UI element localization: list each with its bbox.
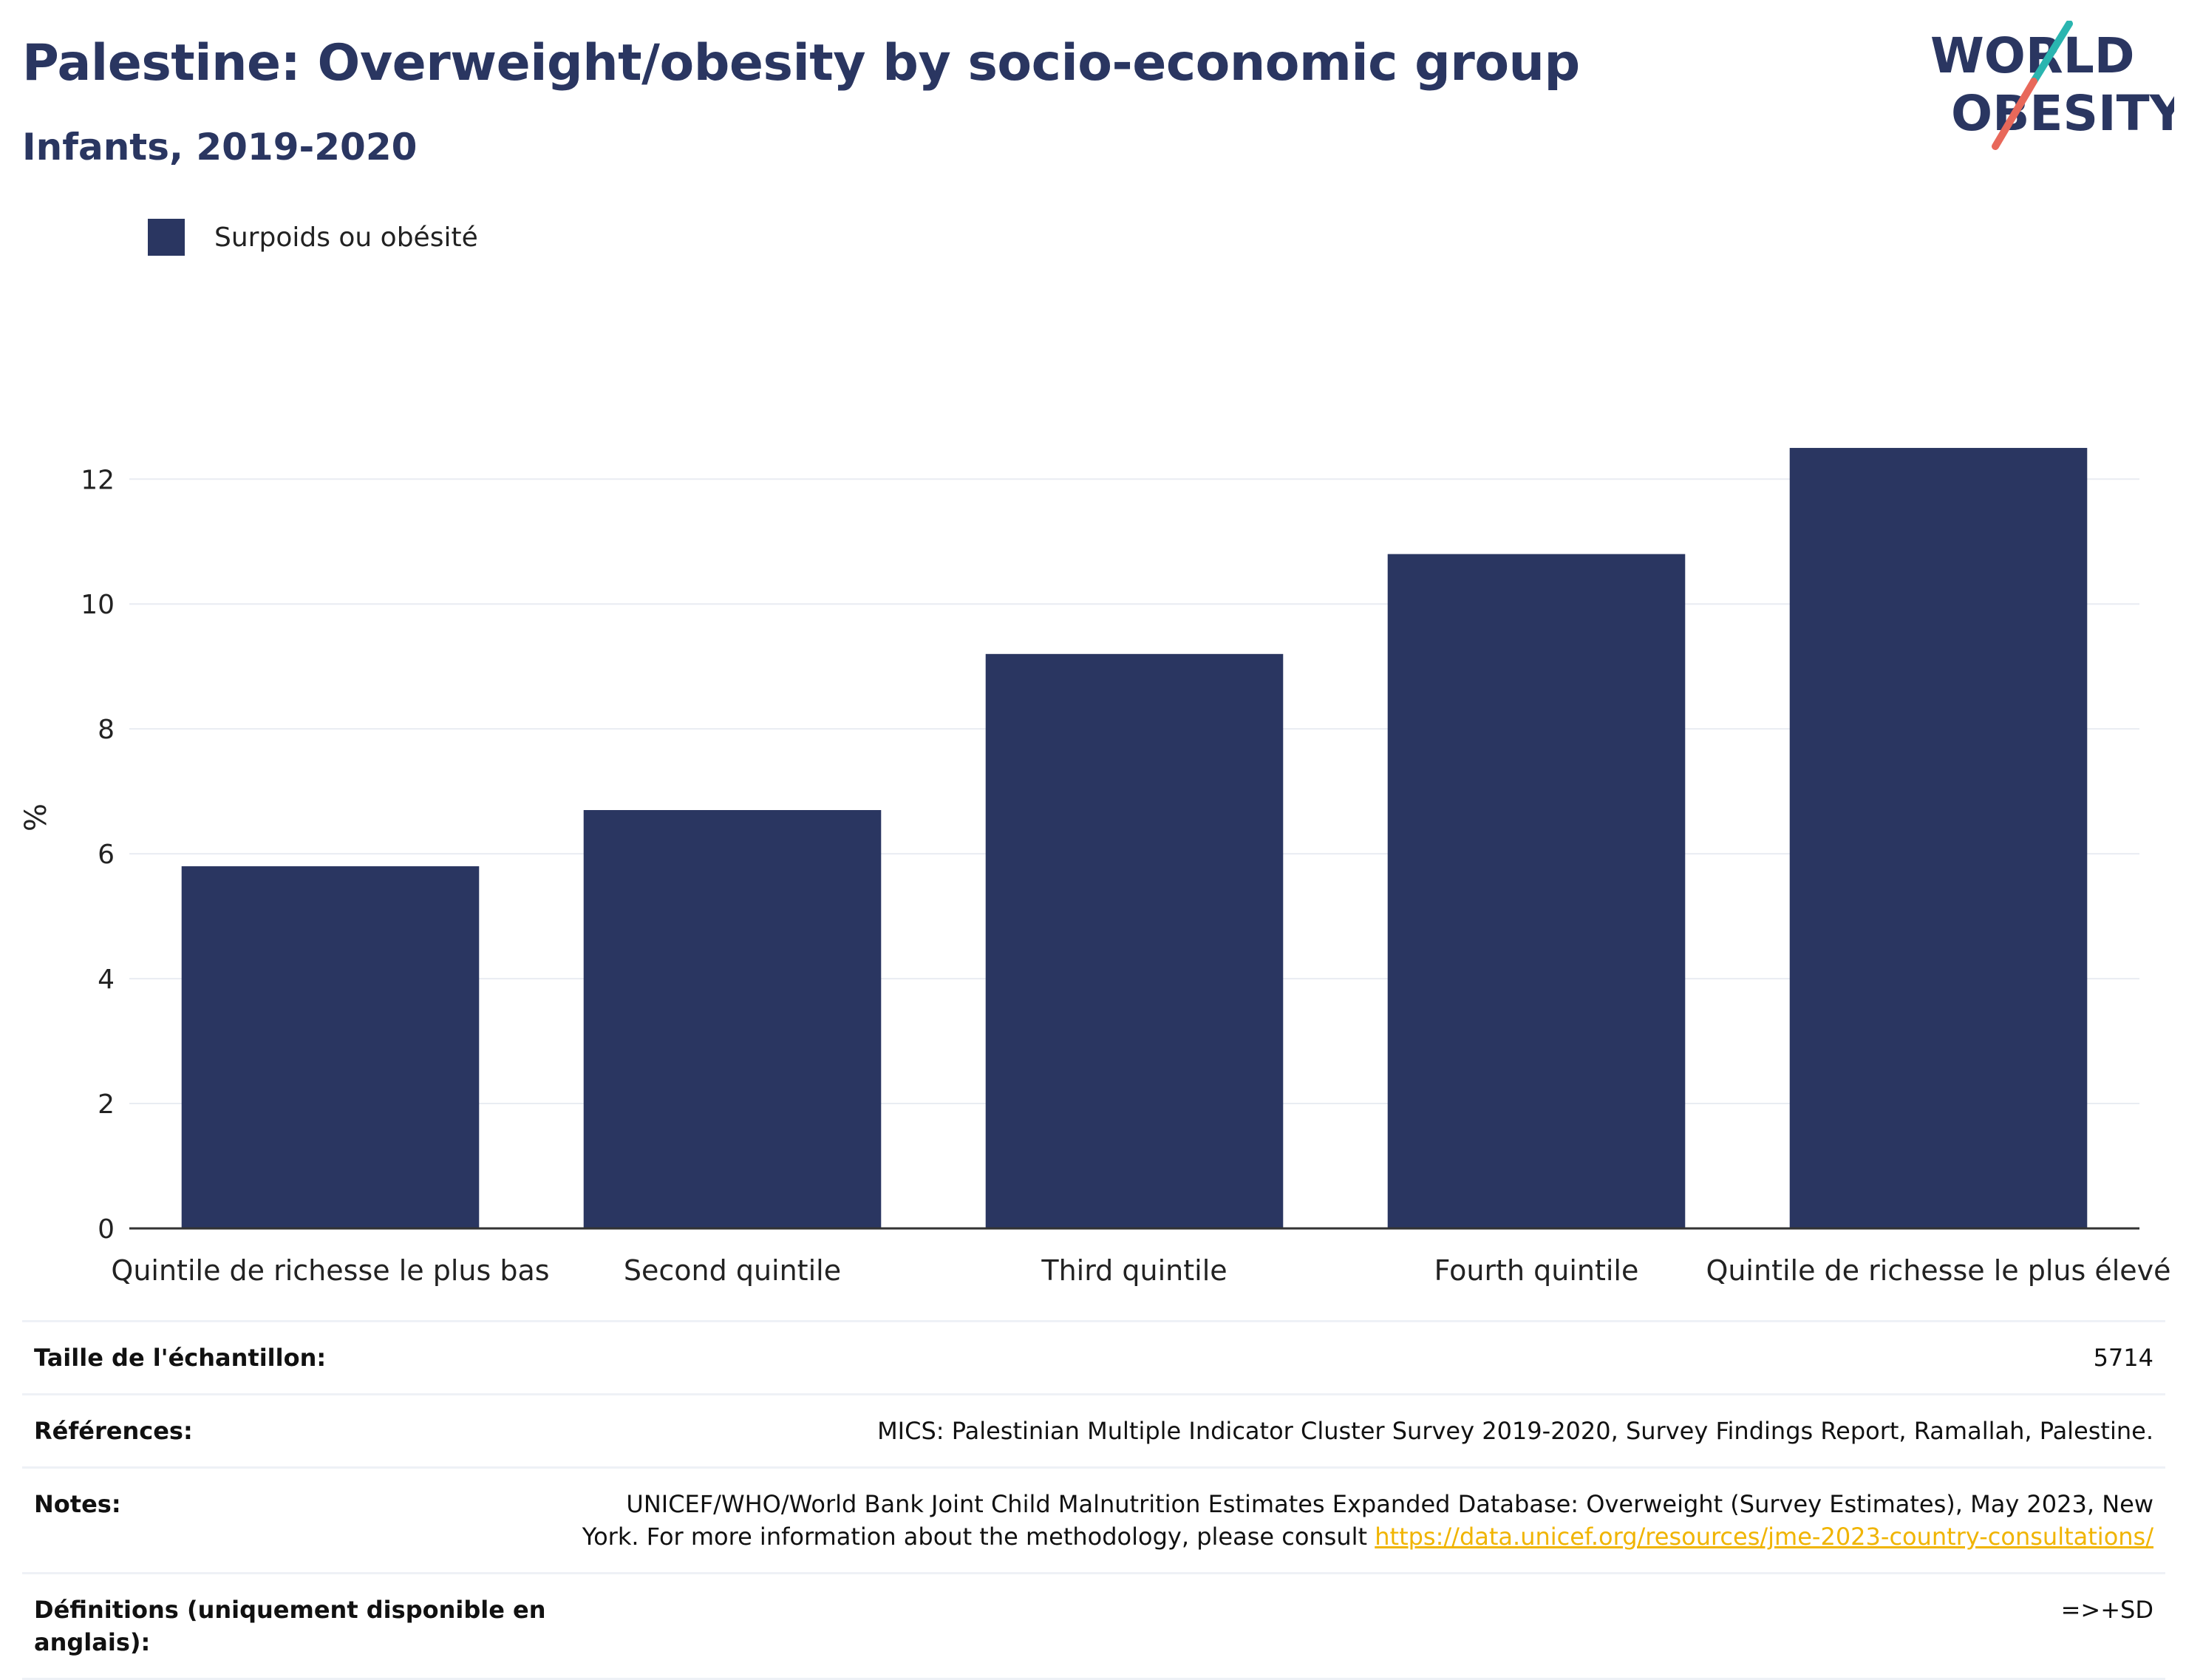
notes-text-line1: UNICEF/WHO/World Bank Joint Child Malnut… xyxy=(626,1490,2153,1518)
notes-text-line2: York. For more information about the met… xyxy=(582,1523,1368,1551)
logo-word-obesity: OBESITY xyxy=(1951,85,2174,142)
references-label: Références: xyxy=(34,1417,193,1445)
bar xyxy=(583,810,882,1228)
y-tick-label: 0 xyxy=(98,1214,115,1245)
x-tick-label: Third quintile xyxy=(1041,1254,1227,1287)
notes-row: Notes: UNICEF/WHO/World Bank Joint Child… xyxy=(22,1469,2165,1574)
x-tick-label: Fourth quintile xyxy=(1434,1254,1639,1287)
x-tick-label: Quintile de richesse le plus bas xyxy=(111,1254,549,1287)
logo-slash-top xyxy=(2030,21,2073,85)
notes-value: UNICEF/WHO/World Bank Joint Child Malnut… xyxy=(551,1488,2153,1553)
logo-slash-bottom xyxy=(1992,78,2037,150)
legend-label: Surpoids ou obésité xyxy=(214,222,478,253)
methodology-link[interactable]: https://data.unicef.org/resources/jme-20… xyxy=(1375,1523,2153,1551)
y-tick-labels: 0 2 4 6 8 10 12 xyxy=(81,465,115,1245)
references-value: MICS: Palestinian Multiple Indicator Clu… xyxy=(877,1417,2153,1445)
definitions-row: Définitions (uniquement disponible en an… xyxy=(22,1574,2165,1680)
sample-size-value: 5714 xyxy=(2093,1344,2153,1372)
x-tick-label: Second quintile xyxy=(624,1254,841,1287)
notes-label: Notes: xyxy=(34,1490,121,1518)
x-tick-labels: Quintile de richesse le plus bas Second q… xyxy=(111,1254,2170,1287)
y-axis-label: % xyxy=(19,803,53,832)
x-tick-label: Quintile de richesse le plus élevé xyxy=(1706,1254,2170,1287)
definitions-label: Définitions (uniquement disponible en an… xyxy=(34,1596,546,1656)
sample-size-row: Taille de l'échantillon: 5714 xyxy=(22,1322,2165,1395)
chart-legend[interactable]: Surpoids ou obésité xyxy=(148,219,478,256)
references-row: Références: MICS: Palestinian Multiple I… xyxy=(22,1395,2165,1469)
y-tick-label: 6 xyxy=(98,840,115,870)
chart-subtitle: Infants, 2019-2020 xyxy=(22,126,418,169)
metadata-table: Taille de l'échantillon: 5714 Références… xyxy=(22,1320,2165,1680)
y-tick-label: 2 xyxy=(98,1089,115,1120)
bars xyxy=(181,448,2088,1229)
logo-word-world: WORLD xyxy=(1930,27,2135,84)
legend-swatch xyxy=(148,219,185,256)
bar xyxy=(985,653,1284,1228)
y-tick-label: 4 xyxy=(98,965,115,995)
bar-chart: 0 2 4 6 8 10 12 Quintile de richesse le plus b… xyxy=(19,448,2171,1287)
chart-title: Palestine: Overweight/obesity by socio-e… xyxy=(22,34,1580,92)
bar xyxy=(181,866,480,1228)
y-tick-label: 8 xyxy=(98,715,115,745)
bar xyxy=(1789,448,2088,1229)
sample-size-label: Taille de l'échantillon: xyxy=(34,1344,327,1372)
bar xyxy=(1387,554,1686,1228)
definitions-value: =>+SD xyxy=(2060,1596,2153,1624)
world-obesity-logo: WORLD OBESITY xyxy=(1930,21,2174,150)
y-tick-label: 12 xyxy=(81,465,115,495)
y-tick-label: 10 xyxy=(81,590,115,620)
